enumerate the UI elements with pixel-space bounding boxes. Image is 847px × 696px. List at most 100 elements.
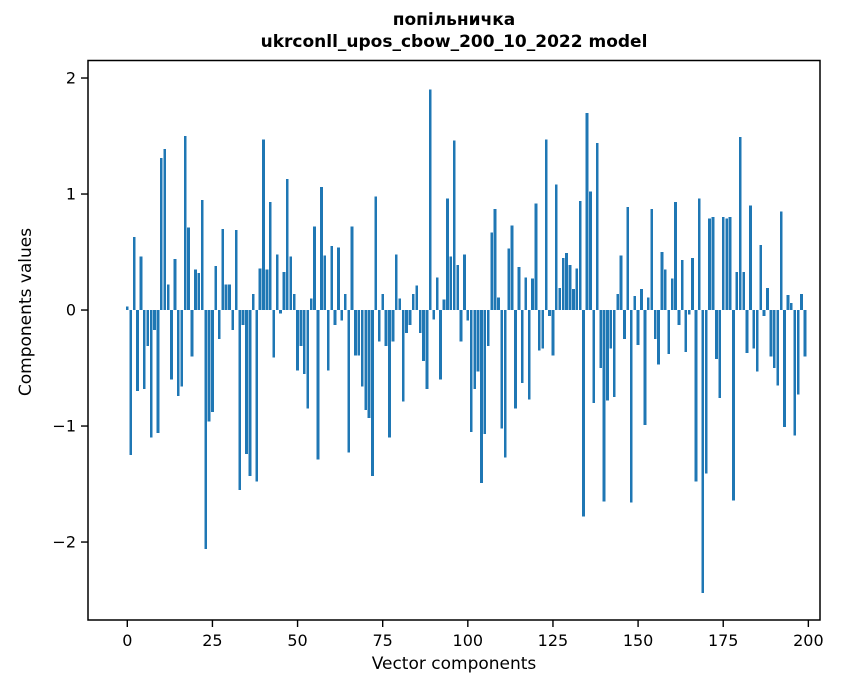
- bar: [653, 310, 657, 340]
- x-tick-label: 125: [538, 631, 569, 650]
- bar: [507, 248, 511, 311]
- bar: [211, 310, 214, 413]
- y-axis-label: Components values: [16, 227, 36, 397]
- bar: [616, 293, 620, 311]
- bar: [612, 310, 616, 398]
- chart-title: попільничка: [392, 10, 516, 30]
- bar: [684, 310, 688, 352]
- bar: [704, 310, 708, 474]
- bar: [323, 255, 327, 311]
- bar: [728, 217, 732, 311]
- bar: [735, 271, 739, 311]
- bar: [255, 310, 259, 482]
- bar: [480, 310, 483, 483]
- bar: [309, 298, 313, 311]
- bar: [214, 265, 218, 311]
- y-tick-label: 2: [66, 69, 76, 88]
- bar: [779, 211, 783, 311]
- bar: [721, 217, 725, 311]
- bar: [139, 256, 143, 311]
- bar: [350, 226, 354, 311]
- bar: [534, 203, 538, 311]
- bar: [527, 310, 531, 400]
- bar: [619, 255, 623, 311]
- bar: [517, 267, 521, 311]
- bar: [582, 310, 585, 517]
- bar: [633, 296, 637, 311]
- bar: [234, 229, 238, 311]
- bar: [384, 310, 388, 346]
- bar: [429, 89, 432, 311]
- bar: [170, 310, 173, 380]
- y-tick-label: −2: [52, 533, 76, 552]
- bar: [595, 142, 599, 311]
- bar: [333, 310, 337, 326]
- bar: [609, 310, 613, 349]
- bar: [415, 285, 419, 311]
- bar: [677, 310, 681, 326]
- bar: [303, 310, 306, 374]
- bar: [251, 293, 255, 311]
- bar: [187, 227, 190, 311]
- x-tick-label: 0: [122, 631, 132, 650]
- bar: [796, 310, 800, 395]
- bar: [224, 284, 228, 311]
- bar: [435, 277, 439, 311]
- bar: [265, 269, 269, 311]
- bar: [711, 217, 715, 311]
- bar: [568, 264, 572, 311]
- bar: [646, 297, 650, 311]
- bar: [149, 310, 153, 438]
- bar: [381, 293, 385, 311]
- x-tick-label: 75: [373, 631, 393, 650]
- bar: [466, 310, 470, 321]
- bar: [759, 245, 763, 311]
- bar: [197, 272, 201, 311]
- bar: [497, 297, 500, 311]
- x-tick-label: 200: [793, 631, 824, 650]
- chart-subtitle: ukrconll_upos_cbow_200_10_2022 model: [260, 32, 648, 52]
- bar: [745, 310, 749, 353]
- bar: [629, 310, 633, 503]
- bar: [449, 256, 453, 311]
- bar: [275, 254, 279, 311]
- bar: [762, 310, 766, 316]
- bar: [531, 278, 534, 311]
- bar: [589, 191, 592, 311]
- bar: [374, 196, 378, 311]
- bar: [663, 269, 667, 311]
- bar: [551, 310, 555, 356]
- bar: [691, 257, 694, 311]
- bar: [408, 310, 412, 326]
- bar: [670, 278, 674, 311]
- bar: [177, 310, 180, 396]
- bar: [500, 310, 504, 429]
- bar: [221, 228, 224, 311]
- bar: [282, 271, 286, 311]
- bar: [459, 310, 463, 342]
- bar: [503, 310, 507, 458]
- bar: [640, 289, 643, 311]
- bar: [575, 268, 579, 311]
- bar: [469, 310, 473, 432]
- x-tick-label: 175: [708, 631, 739, 650]
- bar: [228, 284, 231, 311]
- bar: [245, 310, 248, 454]
- bar: [766, 287, 769, 311]
- bar: [285, 178, 289, 311]
- bar: [347, 310, 350, 453]
- bar: [316, 310, 320, 460]
- bar: [786, 294, 790, 311]
- axes-frame: [87, 59, 821, 621]
- bar: [803, 310, 807, 357]
- bar: [364, 310, 368, 410]
- bar: [241, 310, 245, 326]
- bar: [217, 310, 221, 340]
- bar: [262, 139, 265, 311]
- bar: [326, 310, 330, 371]
- bar: [337, 247, 340, 311]
- bar: [772, 310, 776, 369]
- bar: [446, 198, 449, 311]
- bar: [398, 298, 402, 311]
- bar: [800, 293, 803, 311]
